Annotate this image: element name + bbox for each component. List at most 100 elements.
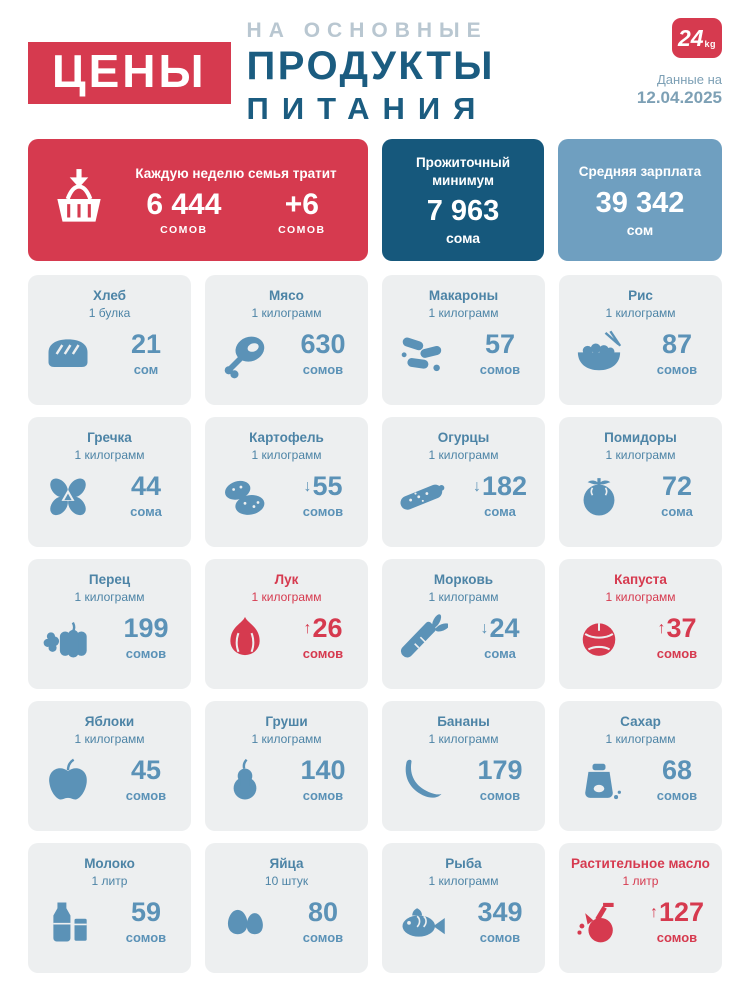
product-price-block: 349 сомов xyxy=(469,898,531,945)
product-name: Сахар xyxy=(620,714,661,730)
basket-icon xyxy=(46,167,112,233)
eggs-icon xyxy=(219,896,271,948)
product-price-block: 199 сомов xyxy=(115,612,177,661)
product-card: Груши 1 килограмм 140 сомов xyxy=(205,701,368,832)
product-card: Картофель 1 килограмм ↓ 55 сомов xyxy=(205,417,368,548)
summary-cards: Каждую неделю семья тратит 6 444 СОМОВ +… xyxy=(28,139,722,262)
product-name: Лук xyxy=(274,572,299,588)
product-price: 179 xyxy=(477,754,523,785)
product-name: Макароны xyxy=(428,288,499,304)
product-price-unit: сома xyxy=(661,503,693,519)
product-price: 87 xyxy=(661,328,693,359)
subsistence-minimum-unit: сома xyxy=(445,230,481,247)
product-quantity: 1 килограмм xyxy=(428,589,499,604)
average-salary-label: Средняя зарплата xyxy=(578,164,702,180)
logo-suffix: kg xyxy=(704,38,717,49)
product-card: Капуста 1 килограмм ↑ 37 сомов xyxy=(559,559,722,690)
product-price-block: 45 сомов xyxy=(115,756,177,803)
product-card: Яйца 10 штук 80 сомов xyxy=(205,843,368,974)
product-name: Капуста xyxy=(614,572,667,588)
trend-down-icon: ↓ xyxy=(472,478,481,496)
product-name: Картофель xyxy=(249,430,324,446)
product-price: 72 xyxy=(661,470,693,501)
product-card: Хлеб 1 булка 21 сом xyxy=(28,275,191,406)
product-card: Растительное масло 1 литр ↑ 127 сомов xyxy=(559,843,722,974)
product-price-block: 179 сомов xyxy=(469,754,531,803)
trend-down-icon: ↓ xyxy=(480,620,489,638)
weekly-spend-card: Каждую неделю семья тратит 6 444 СОМОВ +… xyxy=(28,139,368,262)
product-card: Молоко 1 литр 59 сомов xyxy=(28,843,191,974)
rice-icon xyxy=(573,328,625,380)
product-price-unit: сомов xyxy=(302,361,344,377)
pasta-icon xyxy=(396,328,448,380)
subtitle-line-1: НА ОСНОВНЫЕ xyxy=(246,19,488,42)
product-quantity: 1 литр xyxy=(622,873,659,888)
product-name: Рис xyxy=(628,288,653,304)
product-card: Перец 1 килограмм 199 сомов xyxy=(28,559,191,690)
trend-up-icon: ↑ xyxy=(303,620,312,638)
header-right: 24 kg Данные на 12.04.2025 xyxy=(637,18,722,108)
product-name: Растительное масло xyxy=(571,856,710,872)
product-price: 140 xyxy=(300,754,346,785)
trend-up-icon: ↑ xyxy=(649,904,658,922)
product-name: Мясо xyxy=(269,288,304,304)
pepper-icon xyxy=(42,612,94,664)
product-price-block: 44 сома xyxy=(115,472,177,519)
logo-number: 24 xyxy=(677,24,704,51)
product-price: 199 xyxy=(123,612,169,643)
product-price: 26 xyxy=(312,612,343,643)
product-price-block: 140 сомов xyxy=(292,754,354,803)
product-price-block: 59 сомов xyxy=(115,898,177,945)
product-price-block: ↓ 182 сома xyxy=(469,470,531,519)
product-price-unit: сомов xyxy=(479,929,521,945)
average-salary-card: Средняя зарплата 39 342 сом xyxy=(558,139,722,262)
product-price: 68 xyxy=(661,754,693,785)
average-salary-unit: сом xyxy=(626,221,654,238)
product-quantity: 1 килограмм xyxy=(251,589,322,604)
sugar-icon xyxy=(573,754,625,806)
date-value: 12.04.2025 xyxy=(636,88,722,107)
product-price-unit: сом xyxy=(133,361,159,377)
product-price-block: 68 сомов xyxy=(646,754,708,803)
product-price: 182 xyxy=(481,470,528,501)
product-price: 37 xyxy=(666,612,697,643)
milk-icon xyxy=(42,896,94,948)
product-quantity: 1 килограмм xyxy=(428,305,499,320)
product-price: 57 xyxy=(484,328,516,359)
trend-down-icon: ↓ xyxy=(303,478,312,496)
product-card: Сахар 1 килограмм 68 сомов xyxy=(559,701,722,832)
date-label: Данные на xyxy=(657,72,722,87)
product-price-block: ↓ 24 сома xyxy=(469,612,531,661)
product-name: Морковь xyxy=(433,572,494,588)
buckwheat-icon xyxy=(42,470,94,522)
product-price-block: ↑ 37 сомов xyxy=(646,612,708,661)
product-grid: Хлеб 1 булка 21 сом Мясо 1 килограмм 630… xyxy=(28,275,722,974)
product-price-block: 72 сома xyxy=(646,470,708,519)
product-card: Рыба 1 килограмм 349 сомов xyxy=(382,843,545,974)
product-name: Рыба xyxy=(445,856,482,872)
product-name: Гречка xyxy=(87,430,132,446)
product-price-unit: сома xyxy=(484,503,516,519)
infographic: ЦЕНЫ НА ОСНОВНЫЕ ПРОДУКТЫ ПИТАНИЯ 24 kg Д… xyxy=(28,18,722,974)
product-price-unit: сома xyxy=(484,645,516,661)
infographic-header: ЦЕНЫ НА ОСНОВНЫЕ ПРОДУКТЫ ПИТАНИЯ 24 kg Д… xyxy=(28,18,722,127)
data-date: Данные на 12.04.2025 xyxy=(637,72,722,108)
product-price-block: 630 сомов xyxy=(292,330,354,377)
product-quantity: 1 килограмм xyxy=(74,731,145,746)
average-salary-amount: 39 342 xyxy=(595,186,685,219)
product-price-block: 57 сомов xyxy=(469,328,531,377)
product-card: Лук 1 килограмм ↑ 26 сомов xyxy=(205,559,368,690)
product-price-block: 87 сомов xyxy=(646,328,708,377)
product-price-unit: сомов xyxy=(302,645,344,661)
banana-icon xyxy=(396,754,448,806)
subtitle-line-2: ПРОДУКТЫ xyxy=(246,44,495,89)
product-price-unit: сомов xyxy=(656,787,698,803)
subtitle-line-3: ПИТАНИЯ xyxy=(246,91,489,127)
page-subtitle: НА ОСНОВНЫЕ ПРОДУКТЫ ПИТАНИЯ xyxy=(247,18,495,127)
product-price: 24 xyxy=(489,612,520,643)
product-card: Помидоры 1 килограмм 72 сома xyxy=(559,417,722,548)
product-price-unit: сомов xyxy=(125,787,167,803)
trend-up-icon: ↑ xyxy=(657,620,666,638)
product-quantity: 1 килограмм xyxy=(74,589,145,604)
product-price-block: 21 сом xyxy=(115,330,177,377)
